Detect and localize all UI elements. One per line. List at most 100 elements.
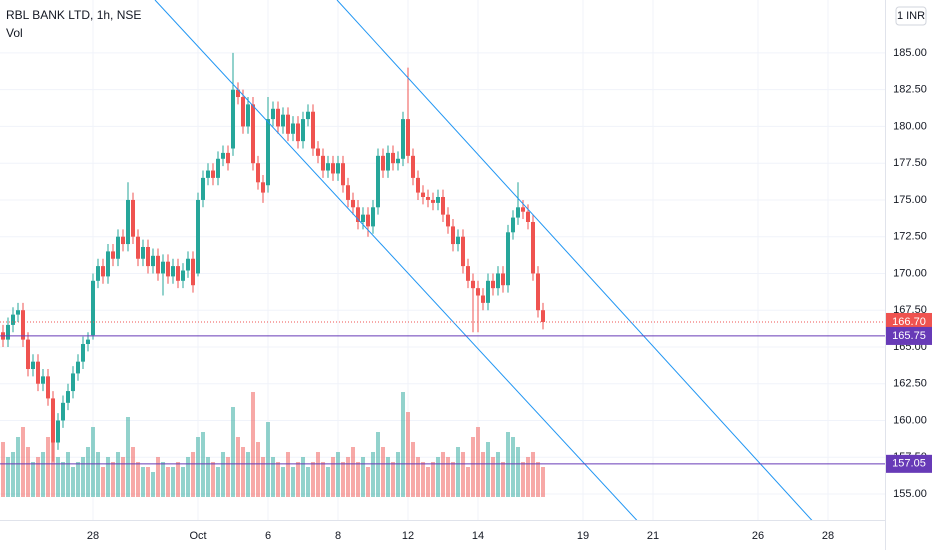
volume-bar <box>291 467 295 497</box>
x-tick-label: 12 <box>402 530 414 542</box>
x-tick-label: Oct <box>189 530 206 542</box>
candle-body <box>466 266 470 281</box>
x-tick-label: 26 <box>752 530 764 542</box>
volume-bar <box>481 452 485 497</box>
y-tick-label: 160.00 <box>893 414 927 426</box>
volume-bar <box>16 437 20 497</box>
volume-bar <box>421 462 425 497</box>
candle-body <box>126 199 130 245</box>
candle-body <box>516 207 520 218</box>
candle-body <box>451 226 455 245</box>
candle-body <box>11 314 15 325</box>
candle-body <box>231 89 235 149</box>
candle-body <box>301 119 305 142</box>
candle-body <box>91 280 95 336</box>
candle-body <box>266 119 270 186</box>
volume-bar <box>541 467 545 497</box>
volume-bar <box>276 462 280 497</box>
price-badge-label: 157.05 <box>892 458 926 470</box>
candle-body <box>186 258 190 271</box>
candle-body <box>216 158 220 178</box>
candle-body <box>121 236 125 245</box>
volume-bar <box>41 452 45 497</box>
volume-bar <box>521 462 525 497</box>
candle-body <box>306 111 310 120</box>
candle-body <box>86 339 90 345</box>
volume-bar <box>396 452 400 497</box>
volume-bar <box>151 472 155 497</box>
volume-bar <box>266 422 270 497</box>
volume-bar <box>56 457 60 497</box>
x-tick-label: 28 <box>87 530 99 542</box>
candle-body <box>531 221 535 274</box>
candle-body <box>16 310 20 315</box>
volume-bar <box>176 462 180 497</box>
candle-body <box>416 177 420 193</box>
volume-bar <box>171 467 175 497</box>
candle-body <box>196 199 200 274</box>
volume-bar <box>391 462 395 497</box>
candle-body <box>361 214 365 222</box>
volume-bar <box>431 462 435 497</box>
price-badge <box>886 454 932 473</box>
candle-body <box>286 114 290 134</box>
x-tick-label: 14 <box>472 530 484 542</box>
candle-body <box>541 310 545 322</box>
volume-bar <box>426 467 430 497</box>
candle-body <box>536 273 540 311</box>
candle-body <box>226 152 230 164</box>
volume-bar <box>1 442 5 497</box>
candle-body <box>281 114 285 127</box>
volume-bar <box>121 457 125 497</box>
volume-bar <box>511 437 515 497</box>
volume-bar <box>21 427 25 497</box>
volume-bar <box>366 467 370 497</box>
y-tick-label: 155.00 <box>893 488 927 500</box>
candle-body <box>381 155 385 171</box>
volume-bar <box>126 417 130 497</box>
candle-body <box>321 155 325 171</box>
candle-body <box>326 163 330 171</box>
grid <box>0 0 885 520</box>
volume-bar <box>306 467 310 497</box>
x-tick-label: 19 <box>577 530 589 542</box>
volume-bar <box>246 452 250 497</box>
candle-body <box>506 232 510 286</box>
candle-body <box>426 197 430 200</box>
trend-line <box>336 0 813 520</box>
volume-bar <box>376 432 380 497</box>
currency-box[interactable] <box>895 6 927 26</box>
currency[interactable]: 1 INR <box>897 10 925 22</box>
chart-title: RBL BANK LTD, 1h, NSE <box>6 8 141 22</box>
volume-bar <box>36 457 40 497</box>
candle-body <box>276 108 280 127</box>
candle-body <box>136 236 140 259</box>
candle-body <box>76 361 80 374</box>
volume-bar <box>181 467 185 497</box>
volume-bar <box>416 457 420 497</box>
x-tick-label: 8 <box>335 530 341 542</box>
candle-body <box>461 236 465 267</box>
volume-bar <box>216 467 220 497</box>
candle-body <box>31 361 35 370</box>
candle-body <box>441 197 445 215</box>
overlays <box>0 0 885 520</box>
trend-line <box>154 0 638 520</box>
volume-bar <box>436 457 440 497</box>
volume-bar <box>271 457 275 497</box>
axes: 155.00157.50160.00162.50165.00167.50170.… <box>87 47 932 542</box>
candle-body <box>376 155 380 208</box>
volume-bar <box>166 467 170 497</box>
volume-bar <box>256 442 260 497</box>
candle-body <box>151 255 155 267</box>
candle-body <box>356 207 360 222</box>
volume-bar <box>186 457 190 497</box>
volume-bar <box>496 452 500 497</box>
candles <box>1 52 545 462</box>
volume-bar <box>346 457 350 497</box>
volume-bar <box>526 457 530 497</box>
candle-body <box>456 236 460 245</box>
candle-body <box>211 170 215 178</box>
candle-body <box>81 344 85 362</box>
